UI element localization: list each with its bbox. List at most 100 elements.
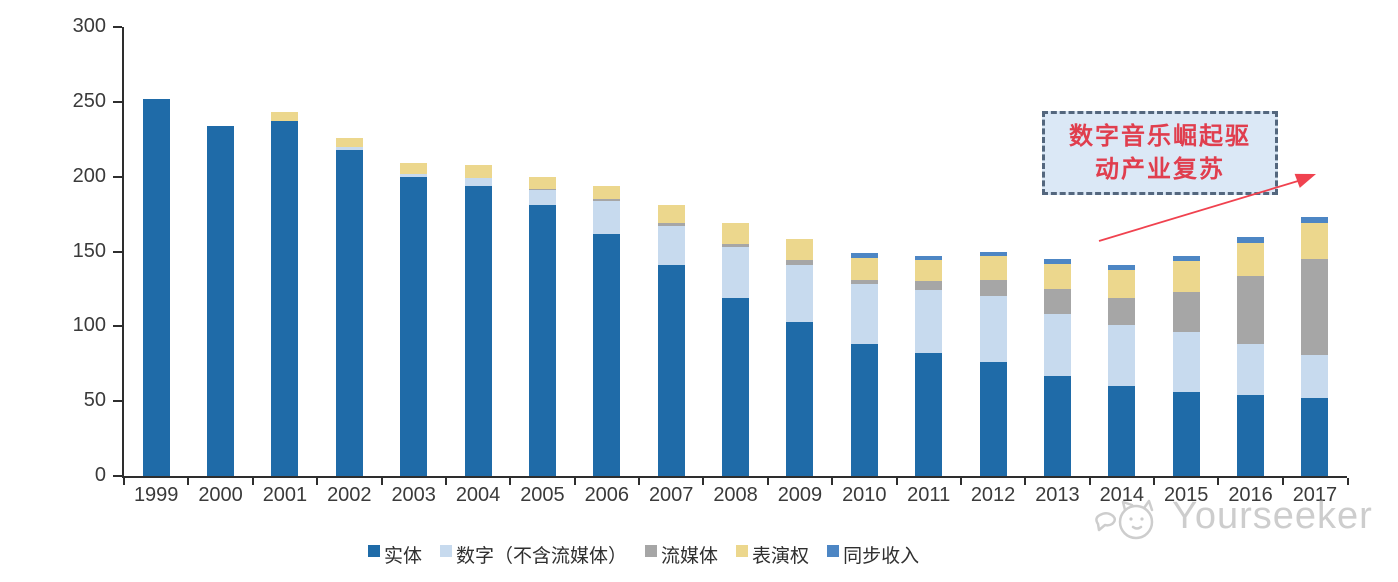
plot-area: 1999 2000 2001 2002 2003 2004 2005 2006 2007 2008… xyxy=(122,27,1349,506)
bar-segment xyxy=(271,121,299,476)
stacked-bar xyxy=(1301,217,1329,476)
bar-column: 2011 xyxy=(895,27,961,506)
x-axis-tick xyxy=(509,478,512,485)
bar-segment xyxy=(1301,217,1329,224)
bar-column: 2015 xyxy=(1153,27,1218,506)
x-axis-tick xyxy=(1281,478,1284,485)
bar-column: 2002 xyxy=(316,27,381,506)
x-axis-label: 2005 xyxy=(520,484,565,506)
x-axis-tick xyxy=(895,478,898,485)
bar-column: 2017 xyxy=(1281,27,1347,506)
bar-segment xyxy=(657,205,685,224)
bar-segment xyxy=(271,112,299,122)
legend-label: 实体 xyxy=(384,546,423,567)
legend-item: 表演权 xyxy=(736,541,809,568)
x-axis-tick xyxy=(1217,478,1220,485)
bar-segment xyxy=(722,297,750,476)
bar-segment xyxy=(142,98,170,476)
bar-segment xyxy=(1043,375,1071,476)
bar-segment xyxy=(979,279,1007,297)
bar-segment xyxy=(850,257,878,280)
bar-segment xyxy=(915,353,943,476)
y-axis-tick xyxy=(113,175,122,178)
bar-segment xyxy=(400,163,428,174)
bar-segment xyxy=(786,239,814,261)
bar-column: 2010 xyxy=(831,27,896,506)
y-axis-tick xyxy=(113,325,122,328)
legend-label: 表演权 xyxy=(752,546,810,567)
bar-segment xyxy=(657,223,685,227)
y-axis-label: 100 xyxy=(72,314,106,337)
x-axis-tick xyxy=(831,478,834,485)
legend-swatch xyxy=(440,545,453,557)
y-axis-label: 150 xyxy=(72,239,106,262)
bar-segment xyxy=(1301,223,1329,260)
bar-segment xyxy=(1043,288,1071,315)
bar-segment xyxy=(464,185,492,476)
legend-label: 同步收入 xyxy=(843,546,920,567)
stacked-bar xyxy=(915,255,943,476)
x-axis-tick xyxy=(380,478,383,485)
bar-segment xyxy=(1237,275,1265,345)
x-axis-tick xyxy=(1088,478,1091,485)
legend-swatch xyxy=(827,545,840,557)
bar-segment xyxy=(1043,263,1071,289)
x-axis-tick xyxy=(573,478,576,485)
bar-segment xyxy=(722,247,750,298)
bar-segment xyxy=(528,190,556,206)
stacked-bar xyxy=(657,205,685,476)
x-axis-label: 2010 xyxy=(842,484,887,506)
stacked-bar xyxy=(1237,236,1265,476)
annotation-text-line2: 动产业复苏 xyxy=(1095,156,1225,183)
bar-segment xyxy=(786,264,814,322)
bar-segment xyxy=(850,279,878,285)
x-axis-label: 2002 xyxy=(327,484,372,506)
x-axis-label: 2001 xyxy=(262,484,308,506)
x-axis-tick xyxy=(251,478,254,485)
bar-segment xyxy=(593,233,621,476)
x-axis-label: 2004 xyxy=(455,484,501,506)
x-axis-tick xyxy=(316,478,319,485)
bar-column: 2006 xyxy=(573,27,639,506)
bar-segment xyxy=(657,226,685,265)
bar-segment xyxy=(400,173,428,177)
bar-segment xyxy=(528,176,556,189)
bar-segment xyxy=(1301,398,1329,476)
bar-segment xyxy=(335,149,363,476)
y-axis-tick xyxy=(113,100,122,103)
x-axis-label: 2013 xyxy=(1035,484,1080,506)
bar-column: 2000 xyxy=(187,27,252,506)
x-axis-tick xyxy=(638,478,640,485)
stacked-bar xyxy=(850,253,878,476)
chart-legend: 实体 数字（不含流媒体） 流媒体 表演权 同步收入 xyxy=(368,541,919,568)
bar-segment xyxy=(400,176,428,476)
bar-segment xyxy=(979,251,1007,257)
bar-column: 2016 xyxy=(1217,27,1282,506)
bar-segment xyxy=(915,281,943,291)
x-axis-tick xyxy=(123,478,125,485)
x-axis-tick xyxy=(444,478,447,485)
bar-segment xyxy=(1172,392,1200,476)
legend-item: 数字（不含流媒体） xyxy=(440,541,627,568)
stacked-bar xyxy=(979,251,1007,476)
bar-segment xyxy=(528,205,556,476)
bar-column: 2014 xyxy=(1088,27,1154,506)
bar-column: 2001 xyxy=(251,27,317,506)
bar-segment xyxy=(1172,291,1200,333)
x-axis-label: 2006 xyxy=(584,484,630,506)
annotation-callout-box: 数字音乐崛起驱 动产业复苏 xyxy=(1042,111,1278,195)
bar-segment xyxy=(915,290,943,354)
legend-item: 实体 xyxy=(368,541,422,568)
bar-column: 2003 xyxy=(380,27,446,506)
bar-column: 1999 xyxy=(123,27,188,506)
bar-segment xyxy=(915,255,943,261)
stacked-bar xyxy=(271,112,299,476)
x-axis-tick xyxy=(1024,478,1027,485)
x-axis-tick xyxy=(1347,478,1349,485)
y-axis-label: 300 xyxy=(72,15,106,37)
stacked-bar xyxy=(593,185,621,476)
bar-column: 2008 xyxy=(702,27,767,506)
legend-swatch xyxy=(736,545,749,557)
stacked-bar xyxy=(335,137,363,476)
